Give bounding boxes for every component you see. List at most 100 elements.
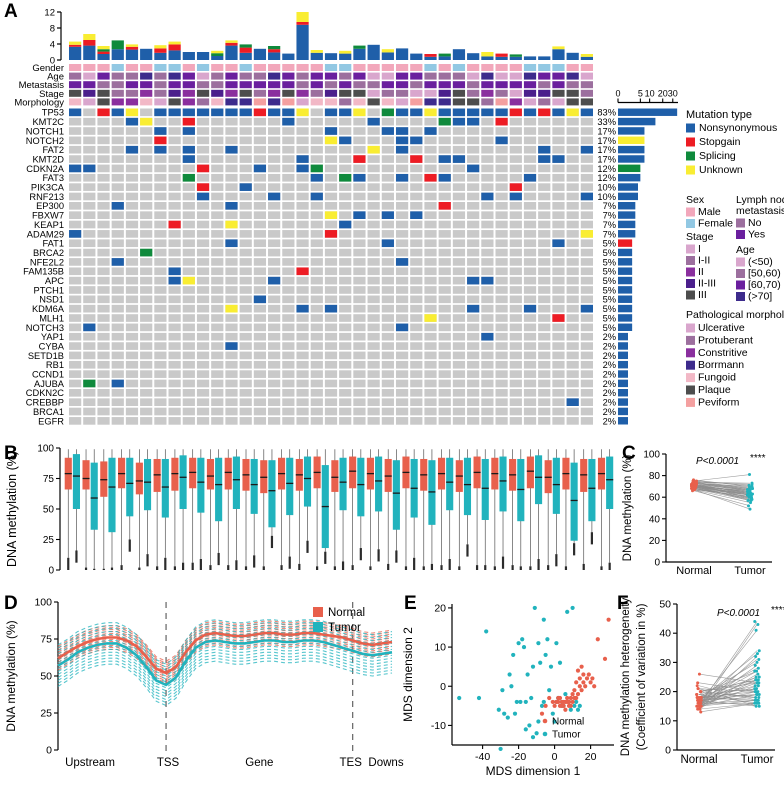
gene-percent-label: 5% [603, 323, 616, 333]
gene-percent-label: 2% [603, 332, 616, 342]
oncoplot-cell-empty [580, 117, 593, 126]
oncoplot-cell-empty [196, 202, 210, 210]
oncoplot-cell-empty [367, 276, 380, 285]
oncoplot-cell-empty [168, 211, 181, 219]
oncoplot-cell-empty [452, 304, 466, 313]
panel-e-point-tumor [514, 699, 519, 705]
oncoplot-cell-empty [509, 332, 522, 341]
oncoplot-cell-empty [410, 304, 423, 313]
panel-b-box [499, 456, 507, 512]
annotation-cell [140, 64, 153, 71]
oncoplot-cell-empty [481, 286, 494, 294]
oncoplot-cell-empty [410, 370, 423, 378]
oncoplot-cell-empty [268, 323, 281, 332]
oncoplot-cell-empty [452, 342, 466, 350]
annotation-cell [282, 72, 295, 80]
oncoplot-cell-empty [566, 342, 579, 350]
oncoplot-cell-mutation [552, 155, 565, 163]
oncoplot-cell-empty [566, 370, 579, 378]
oncoplot-cell-empty [367, 389, 380, 397]
oncoplot-cell-empty [83, 202, 96, 210]
oncoplot-cell-empty [367, 314, 380, 322]
oncoplot-cell-empty [481, 155, 494, 163]
oncoplot-cell-empty [140, 360, 153, 369]
oncoplot-cell-empty [580, 211, 593, 219]
legend-swatch-stage [686, 244, 695, 254]
oncoplot-cell-empty [296, 295, 309, 304]
oncoplot-cell-empty [381, 323, 394, 332]
oncoplot-cell-empty [353, 248, 366, 257]
oncoplot-cell-empty [509, 323, 522, 332]
gene-summary-bar [618, 136, 645, 144]
panel-e-point-normal [561, 699, 566, 705]
oncoplot-cell-empty [239, 417, 252, 425]
oncoplot-cell-empty [182, 332, 195, 341]
oncoplot-cell-empty [125, 304, 139, 313]
oncoplot-cell-empty [140, 127, 153, 135]
oncoplot-cell-empty [225, 258, 238, 266]
oncoplot-cell-empty [566, 173, 579, 182]
oncoplot-cell-empty [353, 398, 366, 406]
oncoplot-cell-empty [324, 342, 338, 350]
oncoplot-cell-empty [580, 314, 593, 322]
oncoplot-cell-empty [452, 407, 466, 416]
oncoplot-cell-empty [97, 295, 110, 304]
oncoplot-cell-empty [467, 136, 480, 145]
annotation-cell [69, 81, 82, 89]
oncoplot-cell-empty [69, 314, 82, 322]
oncoplot-cell-empty [211, 342, 224, 350]
annotation-cell [225, 89, 238, 97]
oncoplot-cell-empty [125, 239, 139, 248]
panel-b-box [552, 457, 560, 514]
oncoplot-cell-empty [509, 295, 522, 304]
oncoplot-cell-empty [353, 342, 366, 350]
legend-item-lymph-yes: Yes [748, 229, 765, 241]
oncoplot-cell-empty [168, 230, 181, 238]
sample-mutation-bar-segment [69, 46, 82, 60]
oncoplot-cell-empty [566, 183, 579, 191]
oncoplot-cell-mutation [196, 192, 210, 201]
oncoplot-cell-empty [125, 173, 139, 182]
oncoplot-cell-empty [140, 211, 153, 219]
panel-d-xlabel-tes: TES [340, 757, 363, 769]
oncoplot-cell-empty [410, 342, 423, 350]
annotation-cell [111, 81, 124, 89]
oncoplot-cell-empty [239, 323, 252, 332]
gene-label-KMT2D: KMT2D [32, 154, 64, 164]
panel-c-pair-line [693, 488, 751, 498]
oncoplot-cell-empty [296, 323, 309, 332]
sample-mutation-bar-segment [168, 50, 181, 60]
gene-percent-label: 2% [603, 407, 616, 417]
oncoplot-cell-empty [495, 407, 508, 416]
oncoplot-cell-empty [509, 267, 522, 276]
oncoplot-cell-empty [566, 220, 579, 229]
oncoplot-cell-empty [211, 211, 224, 219]
oncoplot-cell-empty [324, 239, 338, 248]
panel-e-point-tumor [577, 703, 582, 708]
annotation-cell [211, 81, 224, 89]
panel-e-legend-dot-normal [542, 718, 548, 724]
oncoplot-cell-empty [381, 379, 394, 388]
oncoplot-cell-empty [97, 183, 110, 191]
oncoplot-cell-empty [83, 117, 96, 126]
oncoplot-cell-empty [154, 332, 167, 341]
oncoplot-cell-empty [580, 323, 593, 332]
oncoplot-cell-empty [339, 258, 352, 266]
oncoplot-cell-empty [438, 379, 451, 388]
oncoplot-cell-mutation [438, 108, 451, 117]
oncoplot-cell-empty [225, 398, 238, 406]
panel-e-point-tumor [518, 699, 523, 705]
panel-e-point-normal [572, 688, 577, 693]
oncoplot-cell-mutation [253, 295, 267, 304]
panel-label-f: F [617, 593, 629, 614]
sample-mutation-bar-segment [310, 52, 323, 60]
panel-f-pair-line [698, 667, 758, 701]
sample-mutation-bar-segment [97, 51, 110, 54]
oncoplot-cell-empty [268, 389, 281, 397]
legend-item-morph-protuberant: Protuberant [698, 334, 753, 346]
oncoplot-cell-empty [339, 323, 352, 332]
annotation-cell [253, 89, 267, 97]
oncoplot-cell-empty [438, 332, 451, 341]
oncoplot-cell-empty [438, 164, 451, 173]
oncoplot-cell-empty [310, 360, 323, 369]
